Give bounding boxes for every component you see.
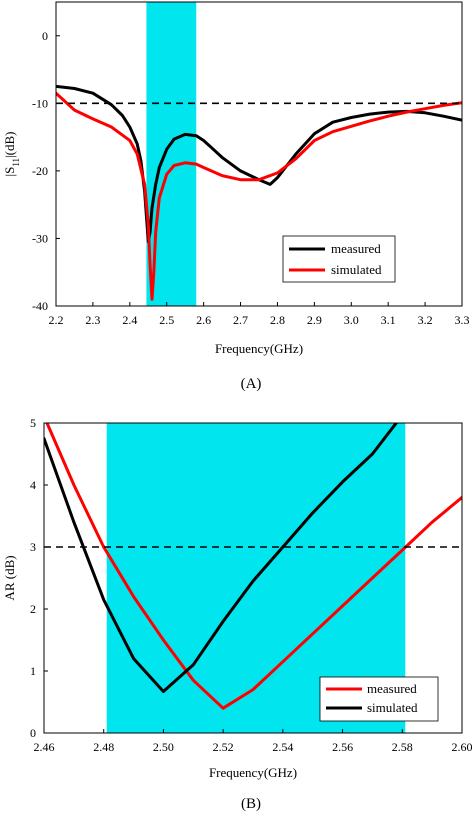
y-tick-label: -10 xyxy=(32,96,48,110)
x-tick-label: 2.8 xyxy=(270,313,285,327)
plot-frame xyxy=(55,1,463,307)
caption-b: (B) xyxy=(241,796,261,812)
y-tick-label: -30 xyxy=(32,231,48,245)
chart-panel-b: 2.46 2.48 2.50 2.52 2.54 2.56 2.58 2.60 0 1 2 3 4 5 F… xyxy=(2,416,473,812)
x-axis-label: Frequency(GHz) xyxy=(209,765,297,780)
y-tick-label: -20 xyxy=(32,164,48,178)
legend-box xyxy=(282,235,396,283)
x-tick-label: 3.2 xyxy=(418,313,433,327)
series-line-simulated xyxy=(44,423,398,693)
x-tick-label: 2.6 xyxy=(196,313,211,327)
series-line-measured xyxy=(56,84,462,244)
legend-label: measured xyxy=(331,241,381,256)
series-line-measured xyxy=(45,423,462,710)
x-tick-label: 2.4 xyxy=(122,313,137,327)
x-tick-label: 2.2 xyxy=(49,313,64,327)
y-axis-label: |S11|(dB) xyxy=(2,132,21,177)
y-tick-label: -40 xyxy=(32,299,48,313)
x-tick-label: 2.48 xyxy=(93,740,114,754)
x-tick-label: 2.5 xyxy=(159,313,174,327)
y-tick-label: 0 xyxy=(42,29,48,43)
y-tick-label: 4 xyxy=(30,478,36,492)
legend-label: simulated xyxy=(367,700,418,715)
x-tick-label: 3.0 xyxy=(344,313,359,327)
x-tick-label: 3.3 xyxy=(455,313,470,327)
x-tick-label: 2.46 xyxy=(34,740,55,754)
legend-label: measured xyxy=(367,681,417,696)
legend-a: measured simulated xyxy=(282,235,396,283)
x-tick-label: 2.50 xyxy=(153,740,174,754)
x-tick-label: 2.52 xyxy=(213,740,234,754)
y-tick-label: 0 xyxy=(30,726,36,740)
legend-label: simulated xyxy=(331,262,382,277)
x-tick-label: 2.7 xyxy=(233,313,248,327)
y-tick-label: 1 xyxy=(30,664,36,678)
x-tick-label: 2.58 xyxy=(392,740,413,754)
x-tick-label: 2.9 xyxy=(307,313,322,327)
x-tick-label: 2.60 xyxy=(452,740,473,754)
y-tick-label: 5 xyxy=(30,416,36,430)
y-tick-label: 2 xyxy=(30,602,36,616)
legend-box xyxy=(319,676,439,722)
x-tick-label: 2.56 xyxy=(332,740,353,754)
x-tick-label: 3.1 xyxy=(381,313,396,327)
x-axis-label: Frequency(GHz) xyxy=(215,341,303,356)
x-tick-label: 2.54 xyxy=(272,740,293,754)
y-tick-label: 3 xyxy=(30,540,36,554)
y-axis-label: AR (dB) xyxy=(2,555,17,600)
chart-panel-a: 2.2 2.3 2.4 2.5 2.6 2.7 2.8 2.9 3.0 3.1 3.2 3.3 0 -10… xyxy=(2,1,470,392)
series-line-simulated xyxy=(56,91,462,301)
plot-frame xyxy=(43,422,463,734)
caption-a: (A) xyxy=(241,376,262,392)
legend-b: measured simulated xyxy=(319,676,439,722)
x-tick-label: 2.3 xyxy=(85,313,100,327)
